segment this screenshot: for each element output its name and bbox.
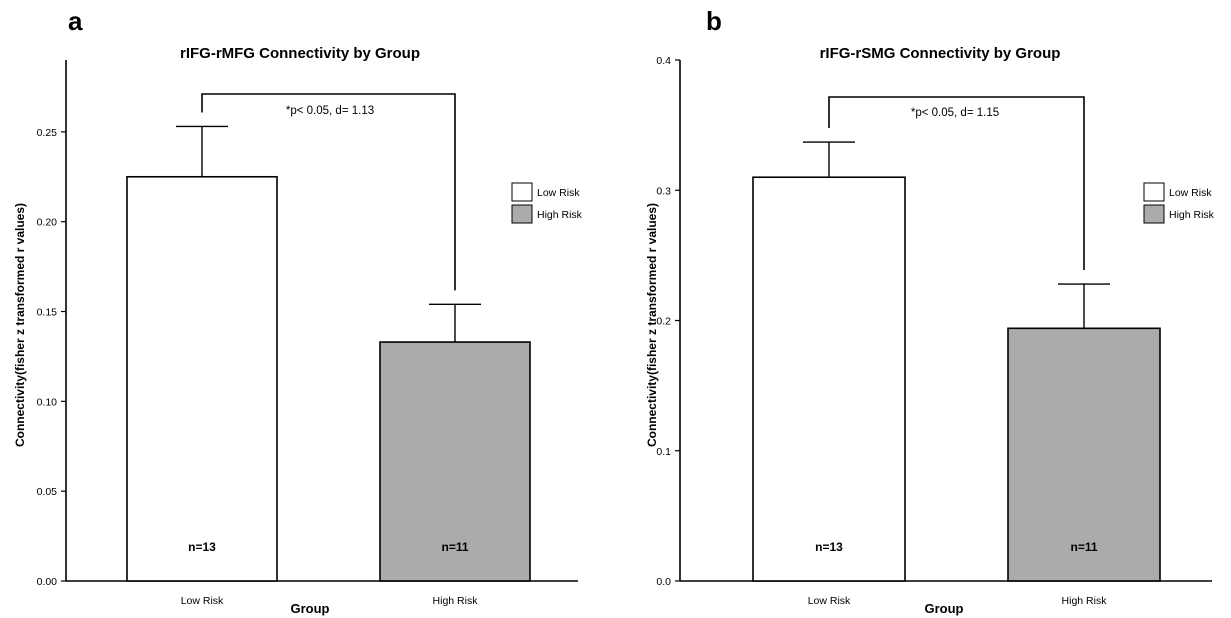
bar [126, 175, 278, 582]
x-tick-label: Low Risk [181, 595, 224, 607]
legend-swatch [511, 204, 533, 224]
y-tick-label: 0.15 [37, 307, 58, 319]
n-label: n=11 [1070, 540, 1097, 554]
x-tick-label: Low Risk [808, 595, 851, 607]
y-tick-label: 0.2 [656, 316, 671, 328]
y-tick-label: 0.20 [37, 217, 58, 229]
legend-label: High Risk [537, 209, 583, 221]
x-axis-label: Group [925, 601, 964, 616]
y-tick-label: 0.4 [656, 55, 671, 67]
y-tick-label: 0.3 [656, 185, 671, 197]
panel-b: b rIFG-rSMG Connectivity by Group Connec… [645, 6, 1215, 616]
y-axis-label: Connectivity(fisher z transformed r valu… [645, 203, 659, 447]
y-tick-label: 0.1 [656, 446, 671, 458]
n-label: n=13 [188, 540, 216, 554]
y-axis-label: Connectivity(fisher z transformed r valu… [13, 203, 27, 447]
significance-annotation: *p< 0.05, d= 1.15 [911, 107, 999, 119]
legend-swatch [1143, 182, 1165, 202]
y-tick-label: 0.05 [37, 486, 58, 498]
y-tick-label: 0.0 [656, 576, 671, 588]
legend-label: Low Risk [537, 187, 580, 199]
legend-label: High Risk [1169, 209, 1215, 221]
significance-bracket [201, 93, 456, 291]
chart-title: rIFG-rSMG Connectivity by Group [820, 45, 1061, 62]
y-tick-label: 0.00 [37, 576, 58, 588]
bar [752, 176, 906, 582]
chart-title: rIFG-rMFG Connectivity by Group [180, 45, 420, 62]
n-label: n=13 [815, 540, 843, 554]
panel-a: a rIFG-rMFG Connectivity by Group Connec… [13, 6, 583, 616]
x-tick-label: High Risk [433, 595, 479, 607]
bar [1007, 327, 1161, 582]
y-tick-label: 0.25 [37, 127, 58, 139]
panel-letter: b [706, 6, 722, 36]
legend-swatch [1143, 204, 1165, 224]
significance-annotation: *p< 0.05, d= 1.13 [286, 105, 374, 117]
panel-letter: a [68, 6, 83, 36]
significance-bracket [828, 96, 1085, 271]
y-tick-label: 0.10 [37, 396, 58, 408]
bar [379, 341, 531, 582]
n-label: n=11 [441, 540, 468, 554]
x-axis-label: Group [291, 601, 330, 616]
x-tick-label: High Risk [1062, 595, 1108, 607]
legend-swatch [511, 182, 533, 202]
legend-label: Low Risk [1169, 187, 1212, 199]
